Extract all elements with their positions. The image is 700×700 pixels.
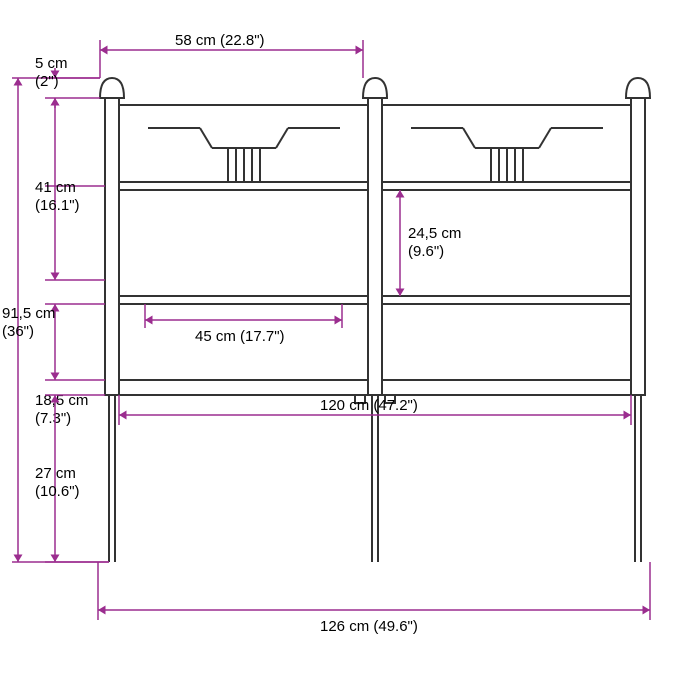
dim-inner-h-b: (9.6") xyxy=(408,243,444,260)
dim-cap-height-a: 5 cm xyxy=(35,55,68,72)
dim-rail-gap-b: (7.3") xyxy=(35,410,71,427)
dim-overall-h-a: 91,5 cm xyxy=(2,305,55,322)
dimensions: 58 cm (22.8") 5 cm 41 cm (16.1") 24,5 cm… xyxy=(2,32,650,635)
dim-inner-h-a: 24,5 cm xyxy=(408,225,461,242)
dim-leg-b: (10.6") xyxy=(35,483,80,500)
decorative-motif-left xyxy=(148,128,340,182)
dim-rail-w: 120 cm (47.2") xyxy=(320,397,418,414)
dim-upper-panel-a: 41 cm xyxy=(35,179,76,196)
svg-text:(2"): (2") xyxy=(35,73,59,90)
dim-top-width: 58 cm (22.8") xyxy=(175,32,265,49)
dim-upper-panel-b: (16.1") xyxy=(35,197,80,214)
dimension-diagram: 58 cm (22.8") 5 cm 41 cm (16.1") 24,5 cm… xyxy=(0,0,700,700)
dim-overall-w: 126 cm (49.6") xyxy=(320,618,418,635)
dim-inner-w: 45 cm (17.7") xyxy=(195,328,285,345)
decorative-motif-right xyxy=(411,128,603,182)
dim-leg-a: 27 cm xyxy=(35,465,76,482)
dim-overall-h-b: (36") xyxy=(2,323,34,340)
